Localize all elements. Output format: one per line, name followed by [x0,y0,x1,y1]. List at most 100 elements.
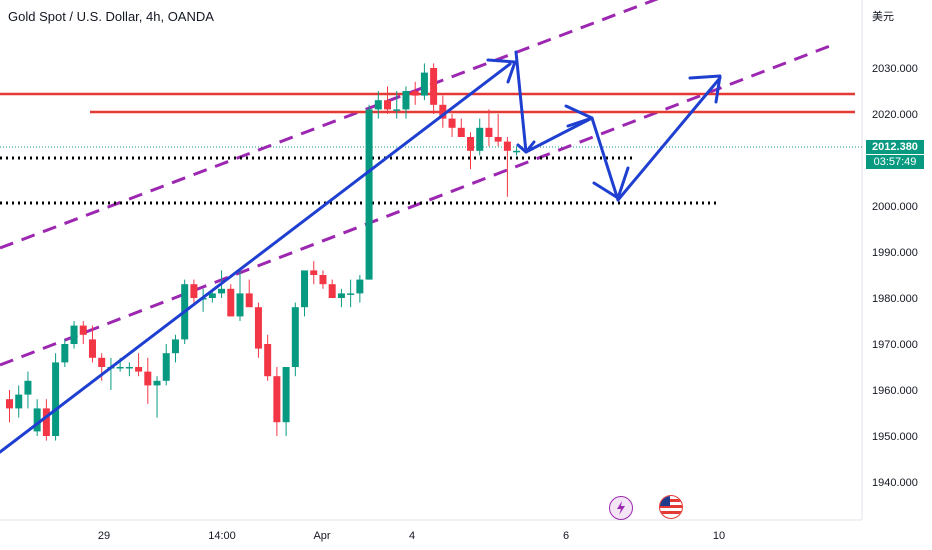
candle-body [319,275,327,285]
currency-label: 美元 [872,11,894,23]
candle-body [61,344,69,363]
candle [347,279,355,308]
candle [171,334,179,363]
last-price-tag: 2012.380 [866,140,924,154]
arrow-head-top [486,58,517,84]
candle-body [513,150,521,153]
candle-body [42,408,50,436]
candle [439,95,447,128]
candle-body [328,284,336,298]
candle [264,334,272,381]
candle [291,302,299,377]
candle-body [430,68,438,105]
candle [503,137,511,197]
candle-body [98,357,106,367]
candle [227,284,235,317]
candle [254,302,262,358]
candle [374,91,382,119]
candle [319,270,327,289]
candle-body [291,307,299,367]
candle [61,339,69,367]
y-tick-label: 1940.000 [872,477,918,489]
x-tick-label: 14:00 [208,530,236,542]
x-tick-label: 10 [713,530,725,542]
candle-body [236,293,244,317]
candle [190,279,198,303]
candle-body [208,293,216,298]
candle-body [439,104,447,119]
candle-body [485,127,493,137]
candle-body [503,141,511,151]
y-tick-label: 2000.000 [872,201,918,213]
uptrend-line [0,62,512,454]
candle-body [125,367,133,369]
candle-body [15,394,23,409]
x-tick-label: 4 [409,530,415,542]
candle-body [384,100,392,110]
candle-body [135,367,143,372]
chart-title: Gold Spot / U.S. Dollar, 4h, OANDA [8,9,214,24]
lightning-glyph [617,501,625,515]
candle [107,357,115,390]
candle-body [494,137,502,142]
candle [402,86,410,119]
x-tick-label: 6 [563,530,569,542]
candle [384,86,392,114]
candle-body [365,109,373,280]
candle [282,367,290,436]
lightning-event-icon[interactable] [609,496,633,520]
candle-body [411,91,419,96]
candle-body [282,367,290,423]
y-tick-label: 1950.000 [872,431,918,443]
candle-body [402,91,410,110]
price-axis[interactable]: 2030.0002020.0002010.0002000.0001990.000… [872,63,918,489]
candle [430,63,438,114]
candle [88,325,96,363]
candle-body [24,380,32,395]
candle [301,270,309,317]
x-tick-label: Apr [313,530,330,542]
candle [24,371,32,409]
candle-body [356,279,364,294]
candle [393,91,401,119]
candle [513,146,521,156]
candle-body [467,137,474,151]
candle [70,321,78,349]
projection-arrows [0,50,722,454]
x-tick-label: 29 [98,530,110,542]
wave-projection-path [514,50,722,202]
time-axis[interactable]: 29 14:00 Apr 4 6 10 [98,530,725,542]
candle [245,279,253,308]
y-tick-label: 1980.000 [872,293,918,305]
candle [420,63,428,101]
candle [365,104,373,280]
candle-body [337,293,345,298]
us-flag-glyph [660,496,682,514]
candle [236,270,244,321]
candle [33,399,41,436]
candle-body [144,371,152,386]
candle [328,279,336,298]
candle [15,385,23,418]
candle [153,376,161,418]
candle-body [448,118,456,128]
candle-body [153,380,161,386]
candle [411,81,419,105]
candle [476,118,484,156]
candle [457,118,465,137]
candle-body [116,367,124,369]
candle [337,288,345,308]
candle-body [88,339,96,358]
candle-body [52,362,60,436]
candle [467,132,474,170]
us-flag-event-icon[interactable] [659,495,683,519]
y-tick-label: 2020.000 [872,109,918,121]
candle-body [420,72,428,96]
y-tick-label: 1970.000 [872,339,918,351]
candle-body [476,127,484,151]
y-tick-label: 1990.000 [872,247,918,259]
candle-body [264,344,272,377]
candle-body [6,399,13,409]
